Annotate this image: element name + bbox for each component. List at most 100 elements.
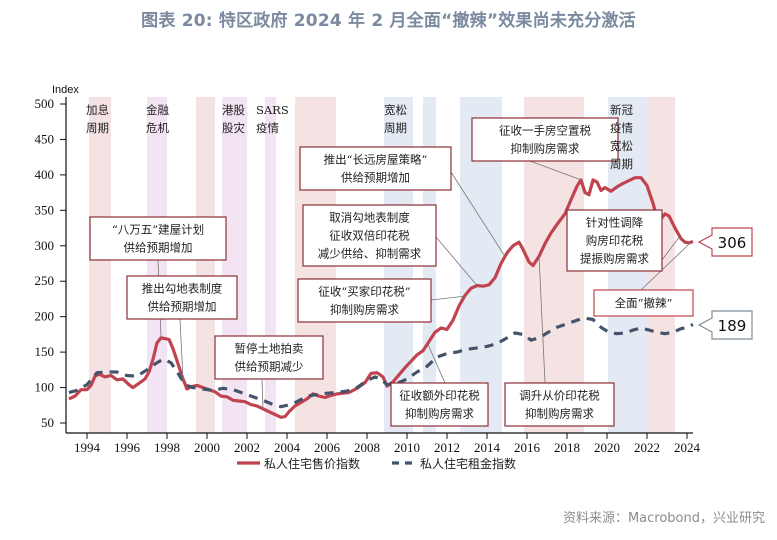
x-tick-label: 2004 bbox=[274, 440, 301, 455]
shaded-period-3 bbox=[222, 97, 247, 433]
y-tick-label: 150 bbox=[35, 344, 55, 359]
annotation-text: 供给预期增加 bbox=[148, 300, 217, 314]
leader-line bbox=[261, 378, 264, 409]
annotation-text: 抑制购房需求 bbox=[511, 142, 580, 156]
rent-index-line bbox=[68, 316, 694, 409]
annotation-box-tingpai bbox=[214, 335, 324, 380]
x-tick-label: 2012 bbox=[434, 440, 460, 455]
annotation-text: 提振购房需求 bbox=[580, 252, 649, 266]
annotation-text: 征收“买家印花税” bbox=[318, 285, 410, 299]
leader-line bbox=[661, 237, 680, 261]
leader-line bbox=[538, 255, 546, 384]
annotation-text: 抑制购房需求 bbox=[405, 407, 474, 421]
source-note: 资料来源：Macrobond，兴业研究 bbox=[562, 511, 765, 526]
x-tick-label: 2018 bbox=[554, 440, 580, 455]
leader-line bbox=[640, 241, 692, 291]
annotation-box-yishou bbox=[471, 117, 619, 162]
annotation-text: 供给预期增加 bbox=[341, 171, 410, 185]
series-lines bbox=[68, 176, 694, 419]
period-label: 股灾 bbox=[222, 121, 245, 135]
annotation-text: 征收额外印花税 bbox=[399, 389, 480, 403]
chart-title: 图表 20: 特区政府 2024 年 2 月全面“撤辣”效果尚未充分激活 bbox=[141, 11, 636, 31]
period-label: 港股 bbox=[222, 103, 245, 117]
leader-line bbox=[426, 342, 446, 384]
x-tick-label: 2024 bbox=[674, 440, 701, 455]
x-tick-label: 2008 bbox=[354, 440, 380, 455]
y-tick-label: 450 bbox=[35, 131, 55, 146]
y-tick-label: 350 bbox=[35, 202, 55, 217]
period-label: 金融 bbox=[146, 103, 169, 117]
annotation-text: 全面“撤辣” bbox=[615, 296, 673, 310]
y-tick-label: 500 bbox=[35, 96, 55, 111]
y-tick-label: 100 bbox=[35, 380, 55, 395]
annotation-box-chela bbox=[593, 289, 694, 317]
period-label: 加息 bbox=[86, 103, 109, 117]
y-tick-label: 400 bbox=[35, 167, 55, 182]
annotation-text: 推出“长远房屋策略” bbox=[324, 153, 428, 167]
annotation-box-quxiao bbox=[302, 204, 437, 267]
annotation-text: 暂停土地拍卖 bbox=[235, 342, 304, 356]
annotation-text: “八万五”建屋计划 bbox=[112, 223, 204, 237]
x-tick-label: 2000 bbox=[194, 440, 220, 455]
period-label: 宽松 bbox=[384, 103, 407, 117]
annotation-box-bawanwu bbox=[89, 216, 227, 261]
annotation-text: 购房印花税 bbox=[586, 234, 644, 248]
period-label: 疫情 bbox=[610, 121, 633, 135]
end-value-label: 306 bbox=[718, 234, 747, 252]
period-label: 周期 bbox=[384, 121, 407, 135]
shaded-period-0 bbox=[89, 97, 111, 433]
legend: 私人住宅售价指数 私人住宅租金指数 bbox=[237, 456, 516, 471]
leader-line bbox=[435, 236, 478, 286]
x-tick-label: 2002 bbox=[234, 440, 260, 455]
y-tick-label: 250 bbox=[35, 273, 55, 288]
leader-line bbox=[179, 318, 184, 381]
legend-label-rent: 私人住宅租金指数 bbox=[420, 456, 516, 471]
annotation-text: 抑制购房需求 bbox=[330, 303, 399, 317]
axes: Index 50 100 150 200 250 300 350 400 450 500 1994 19… bbox=[35, 84, 701, 455]
leader-line bbox=[430, 295, 466, 301]
annotation-text: 供给预期增加 bbox=[124, 241, 193, 255]
end-callout-1 bbox=[697, 310, 753, 340]
annotation-text: 征收双倍印花税 bbox=[329, 229, 410, 243]
annotation-box-ewai bbox=[390, 382, 489, 427]
period-label: 宽松 bbox=[610, 139, 633, 153]
annotation-box-maijia bbox=[297, 278, 432, 323]
shaded-period-1 bbox=[147, 97, 167, 433]
period-label: 周期 bbox=[86, 121, 109, 135]
y-tick-label: 200 bbox=[35, 309, 55, 324]
x-tick-label: 1994 bbox=[74, 440, 101, 455]
x-tick-label: 2020 bbox=[594, 440, 620, 455]
y-axis-label: Index bbox=[52, 84, 79, 96]
leader-line bbox=[450, 171, 506, 257]
annotation-box-congjia bbox=[504, 382, 615, 427]
period-label: 疫情 bbox=[256, 121, 279, 135]
x-tick-label: 2014 bbox=[474, 440, 501, 455]
x-tick-label: 1998 bbox=[154, 440, 180, 455]
annotation-text: 调升从价印花税 bbox=[519, 389, 600, 403]
y-tick-label: 50 bbox=[41, 415, 54, 430]
price-index-line bbox=[68, 176, 694, 419]
x-tick-label: 2006 bbox=[314, 440, 341, 455]
y-tick-label: 300 bbox=[35, 238, 55, 253]
period-label: SARS bbox=[256, 103, 289, 117]
annotation-box-changyuan bbox=[299, 146, 452, 191]
annotation-text: 针对性调降 bbox=[586, 216, 644, 230]
legend-label-price: 私人住宅售价指数 bbox=[264, 456, 360, 471]
annotation-box-zhenduixing bbox=[566, 209, 663, 272]
period-label: 危机 bbox=[146, 121, 169, 135]
x-tick-label: 2022 bbox=[634, 440, 660, 455]
annotation-boxes: “八万五”建屋计划供给预期增加推出勾地表制度供给预期增加暂停土地拍卖供给预期减少… bbox=[89, 117, 694, 427]
annotation-leaders bbox=[157, 160, 692, 409]
x-tick-label: 1996 bbox=[114, 440, 141, 455]
annotation-text: 征收一手房空置税 bbox=[499, 124, 591, 138]
end-value-callouts: 306 189 bbox=[697, 227, 753, 340]
leader-line bbox=[529, 160, 582, 181]
x-tick-label: 2016 bbox=[514, 440, 541, 455]
annotation-text: 抑制购房需求 bbox=[525, 407, 594, 421]
annotation-text: 减少供给、抑制需求 bbox=[318, 247, 422, 261]
end-value-label: 189 bbox=[718, 317, 747, 335]
annotation-box-goudi bbox=[126, 275, 238, 320]
annotation-text: 取消勾地表制度 bbox=[329, 211, 410, 225]
